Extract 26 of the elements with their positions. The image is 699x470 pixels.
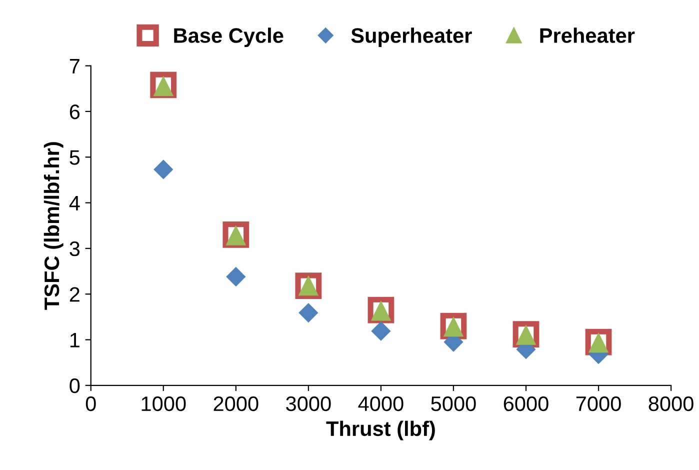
y-tick-label: 0 <box>70 378 80 394</box>
legend-label: Preheater <box>540 28 635 43</box>
y-tick-label: 6 <box>70 104 80 120</box>
x-tick-label: 8000 <box>648 396 694 412</box>
point <box>154 160 173 179</box>
x-axis-title: Thrust (lbf) <box>326 420 435 440</box>
x-tick-label: 1000 <box>142 396 186 412</box>
x-tick-label: 5000 <box>431 396 476 412</box>
x-tick-label: 3000 <box>286 396 331 412</box>
legend-label: Superheater <box>351 28 472 48</box>
y-axis-title: TSFC (lbm/lbf.hr) <box>44 142 64 310</box>
x-tick-label: 2000 <box>214 396 258 412</box>
point <box>226 267 246 286</box>
y-tick-label: 5 <box>70 150 80 165</box>
y-tick-label: 4 <box>69 196 80 210</box>
x-tick-label: 0 <box>86 396 96 412</box>
x-tick-label: 6000 <box>504 396 548 412</box>
y-tick-label: 3 <box>70 241 80 256</box>
point <box>298 303 318 322</box>
x-tick-label: 7000 <box>576 396 621 412</box>
legend-label: Base Cycle <box>174 28 284 48</box>
y-tick-label: 2 <box>70 287 80 302</box>
point <box>371 322 390 341</box>
x-tick-label: 4000 <box>358 396 404 412</box>
y-tick-label: 7 <box>70 59 80 74</box>
y-tick-label: 1 <box>70 332 80 348</box>
